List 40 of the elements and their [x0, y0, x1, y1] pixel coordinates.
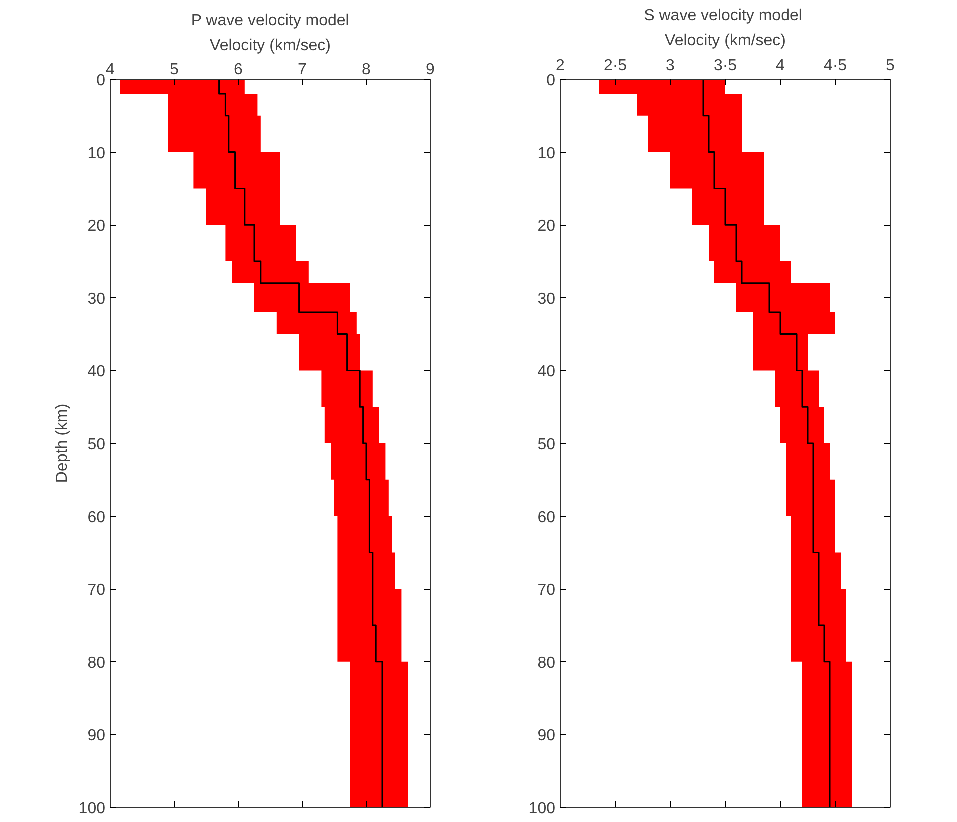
x-tick-label: 4 — [776, 58, 786, 74]
y-tick-label: 100 — [528, 800, 556, 818]
y-tick-label: 70 — [88, 582, 106, 600]
y-tick-label: 50 — [88, 436, 106, 454]
y-tick-label: 40 — [88, 364, 106, 381]
x-tick-label: 3·5 — [714, 58, 738, 74]
y-tick-label: 0 — [96, 72, 106, 90]
y-tick-label: 60 — [88, 509, 106, 526]
y-tick-label: 20 — [538, 218, 556, 236]
x-tick-label: 4 — [106, 62, 116, 78]
x-axis-title: Velocity (km/sec) — [665, 32, 786, 50]
y-tick-label: 30 — [538, 290, 556, 308]
x-tick-label: 2 — [556, 58, 566, 74]
chart-title: P wave velocity model — [191, 12, 350, 30]
y-tick-label: 60 — [538, 509, 556, 526]
x-tick-label: 4·5 — [824, 58, 848, 74]
x-tick-label: 8 — [362, 62, 372, 78]
x-tick-label: 6 — [234, 62, 244, 78]
y-tick-label: 20 — [88, 218, 106, 236]
y-tick-label: 80 — [538, 654, 556, 672]
y-tick-label: 90 — [538, 728, 556, 745]
x-tick-label: 3 — [666, 58, 676, 74]
chart-title: S wave velocity model — [644, 8, 802, 24]
x-tick-label: 7 — [298, 62, 308, 78]
y-tick-label: 90 — [88, 728, 106, 745]
y-tick-label: 80 — [88, 654, 106, 672]
y-tick-label: 100 — [78, 800, 106, 818]
x-tick-label: 9 — [426, 62, 436, 78]
x-tick-label: 5 — [170, 62, 180, 78]
x-tick-label: 2·5 — [604, 58, 628, 74]
x-tick-label: 5 — [886, 58, 896, 74]
y-tick-label: 10 — [88, 145, 106, 162]
y-tick-label: 40 — [538, 364, 556, 381]
x-axis-title: Velocity (km/sec) — [210, 38, 331, 54]
y-tick-label: 50 — [538, 436, 556, 454]
y-tick-label: 70 — [538, 582, 556, 600]
y-tick-label: 30 — [88, 290, 106, 308]
y-axis-title: Depth (km) — [54, 404, 71, 484]
y-tick-label: 0 — [546, 72, 556, 90]
y-tick-label: 10 — [538, 145, 556, 162]
